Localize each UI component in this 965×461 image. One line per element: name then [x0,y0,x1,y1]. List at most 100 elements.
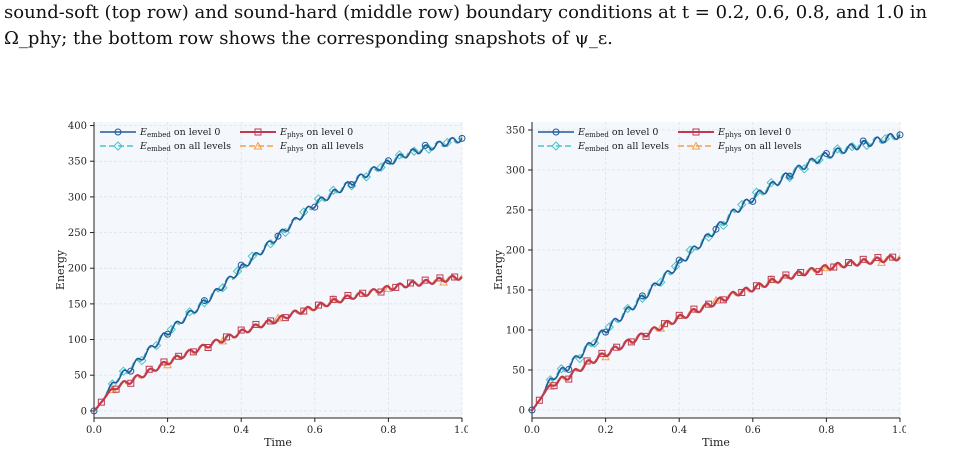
data-point [712,225,720,233]
plot-area [532,122,900,418]
series-line [93,137,463,412]
y-tick-label: 200 [68,264,87,275]
data-point [859,137,867,145]
data-point [377,288,385,296]
legend: Eembed on level 0 Eembed on all levels Eph… [538,127,802,153]
data-point [642,332,650,340]
y-tick-label: 300 [68,192,87,203]
y-tick-label: 350 [506,126,525,137]
data-point [752,282,760,290]
data-point [719,296,727,304]
data-point [166,324,176,335]
data-point [267,317,275,325]
x-tick-label: 0.2 [160,425,176,436]
data-point [421,141,429,149]
series-line [531,132,901,411]
x-tick-label: 0.4 [233,425,249,436]
data-point [222,333,230,341]
legend-marker [114,128,122,136]
x-tick-label: 0.0 [524,425,540,436]
plot-area [94,122,462,418]
legend-marker [254,128,262,136]
data-point [200,297,208,305]
y-tick-label: 0 [519,406,525,417]
data-point [565,375,573,383]
energy-chart-left: 0.0 0.2 0.4 0.6 0.8 1.0 0 50 100 150 200 250 300 350 4… [54,121,468,449]
data-point [344,291,352,299]
data-point [151,340,162,351]
data-point [314,301,322,309]
data-point [451,273,459,281]
data-point [458,134,466,142]
x-tick-label: 1.0 [454,425,468,436]
y-tick-label: 50 [512,366,525,377]
data-point [675,256,683,264]
y-tick-label: 250 [68,228,87,239]
x-tick-label: 0.2 [598,425,614,436]
data-point [896,131,904,139]
data-point [376,162,386,173]
data-point [844,259,852,267]
data-point [329,295,337,303]
x-tick-label: 0.6 [307,425,323,436]
data-point [602,328,610,336]
data-point [550,382,558,390]
legend-marker [113,141,123,151]
data-point [627,338,635,346]
data-point [767,275,775,283]
data-point [97,398,105,406]
y-axis-label: Energy [492,249,505,290]
data-point [874,254,882,262]
y-tick-label: 300 [506,166,525,177]
data-point [359,289,367,297]
legend-marker [691,141,701,150]
y-tick-label: 50 [74,371,87,382]
y-tick-label: 400 [68,121,87,132]
data-point [237,261,245,269]
grid [93,122,463,418]
data-point [660,320,668,328]
data-point [218,283,228,293]
caption-line-2: Ω_phy; the bottom row shows the correspo… [4,28,613,49]
x-tick-label: 0.6 [745,425,761,436]
data-point [247,251,257,261]
y-tick-label: 0 [81,406,87,417]
data-point [436,274,444,282]
figure-caption: sound-soft (top row) and sound-hard (mid… [4,0,962,52]
data-point [127,379,135,387]
data-point [797,268,805,276]
y-tick-label: 150 [68,299,87,310]
legend-label: Ephys on all levels [717,141,802,153]
data-point [565,365,573,373]
data-point [675,311,683,319]
series-line [531,132,901,411]
data-point [889,253,897,261]
x-tick-label: 0.0 [86,425,102,436]
data-point [281,314,289,322]
legend-label: Eembed on all levels [577,141,669,153]
data-point [738,288,746,296]
data-point [406,279,414,287]
data-point [252,320,260,328]
series-line [531,254,901,411]
data-point [815,268,823,276]
data-point [786,172,794,180]
data-point [237,326,245,334]
legend-label: Eembed on all levels [139,141,231,153]
data-point [127,367,135,375]
x-axis-label: Time [702,436,730,449]
data-point [160,358,168,366]
energy-chart-right: 0.0 0.2 0.4 0.6 0.8 1.0 0 50 100 150 200 250 300 350 T… [492,122,906,449]
data-point [145,365,153,373]
y-tick-label: 250 [506,206,525,217]
legend-label: Ephys on level 0 [279,127,353,139]
series-markers [535,253,897,404]
x-tick-label: 0.8 [818,425,834,436]
data-point [583,357,591,365]
data-point [589,338,600,348]
legend-marker [552,128,560,136]
data-point [604,322,614,332]
data-point [112,385,120,393]
data-point [832,144,843,154]
data-point [690,305,698,313]
